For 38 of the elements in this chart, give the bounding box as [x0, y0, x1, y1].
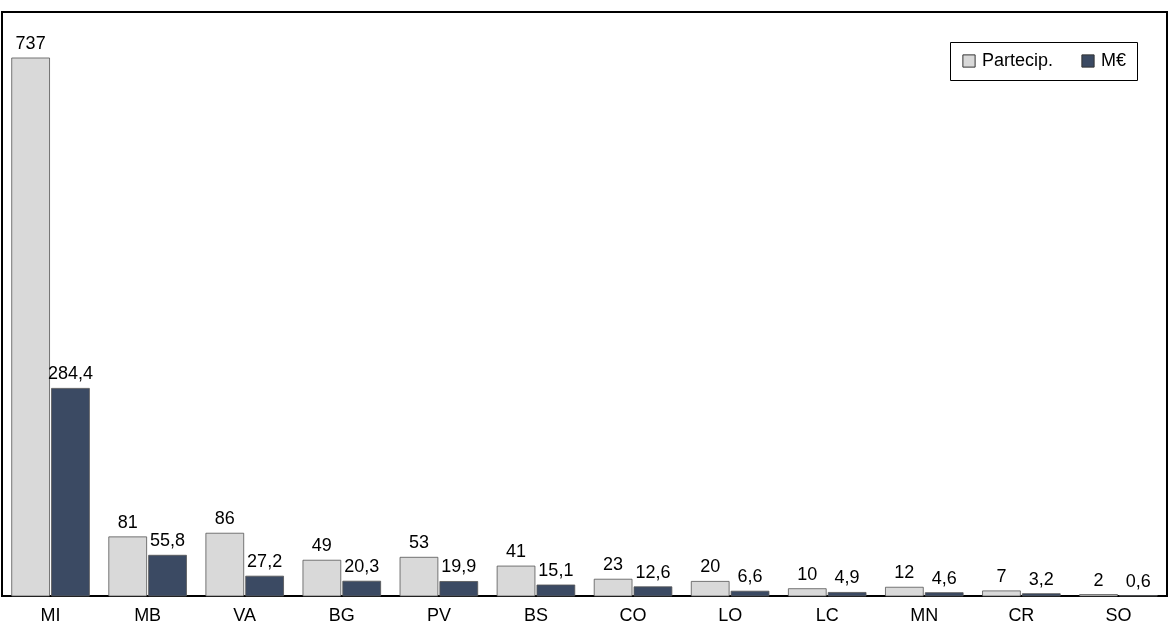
x-tick-label: SO [1105, 604, 1132, 625]
data-label: 4,9 [834, 567, 860, 588]
legend-label: Partecip. [982, 50, 1054, 70]
data-label: 20 [700, 556, 721, 577]
data-label: 4,6 [931, 567, 957, 588]
data-label: 55,8 [150, 530, 186, 551]
x-tick-label: CO [619, 604, 647, 625]
x-tick-label: LC [815, 604, 839, 625]
data-label: 3,2 [1028, 568, 1054, 589]
legend-label: M€ [1101, 50, 1127, 70]
data-label: 53 [408, 532, 429, 553]
x-tick-label: BS [523, 604, 548, 625]
data-label: 2 [1093, 569, 1104, 590]
x-tick-label: MN [910, 604, 939, 625]
data-label: 10 [797, 563, 818, 584]
data-label: 19,9 [441, 556, 477, 577]
x-tick-label: PV [426, 604, 451, 625]
data-label: 737 [15, 32, 46, 53]
data-label: 15,1 [538, 559, 574, 580]
x-tick-label: VA [233, 604, 257, 625]
data-label: 284,4 [47, 363, 93, 384]
x-tick-label: MI [40, 604, 61, 625]
data-label: 12 [894, 562, 915, 583]
x-tick-label: MB [134, 604, 162, 625]
x-tick-label: CR [1008, 604, 1035, 625]
data-label: 20,3 [344, 556, 380, 577]
data-label: 81 [117, 511, 138, 532]
data-label: 7 [996, 565, 1007, 586]
x-tick-label: BG [328, 604, 355, 625]
data-label: 27,2 [247, 551, 283, 572]
data-label: 12,6 [635, 561, 671, 582]
data-label: 86 [214, 508, 235, 529]
x-tick-label: LO [718, 604, 743, 625]
data-label: 23 [603, 554, 624, 575]
data-label: 6,6 [737, 566, 763, 587]
data-label: 41 [506, 541, 527, 562]
data-label: 49 [311, 535, 332, 556]
data-label: 0,6 [1125, 570, 1151, 591]
